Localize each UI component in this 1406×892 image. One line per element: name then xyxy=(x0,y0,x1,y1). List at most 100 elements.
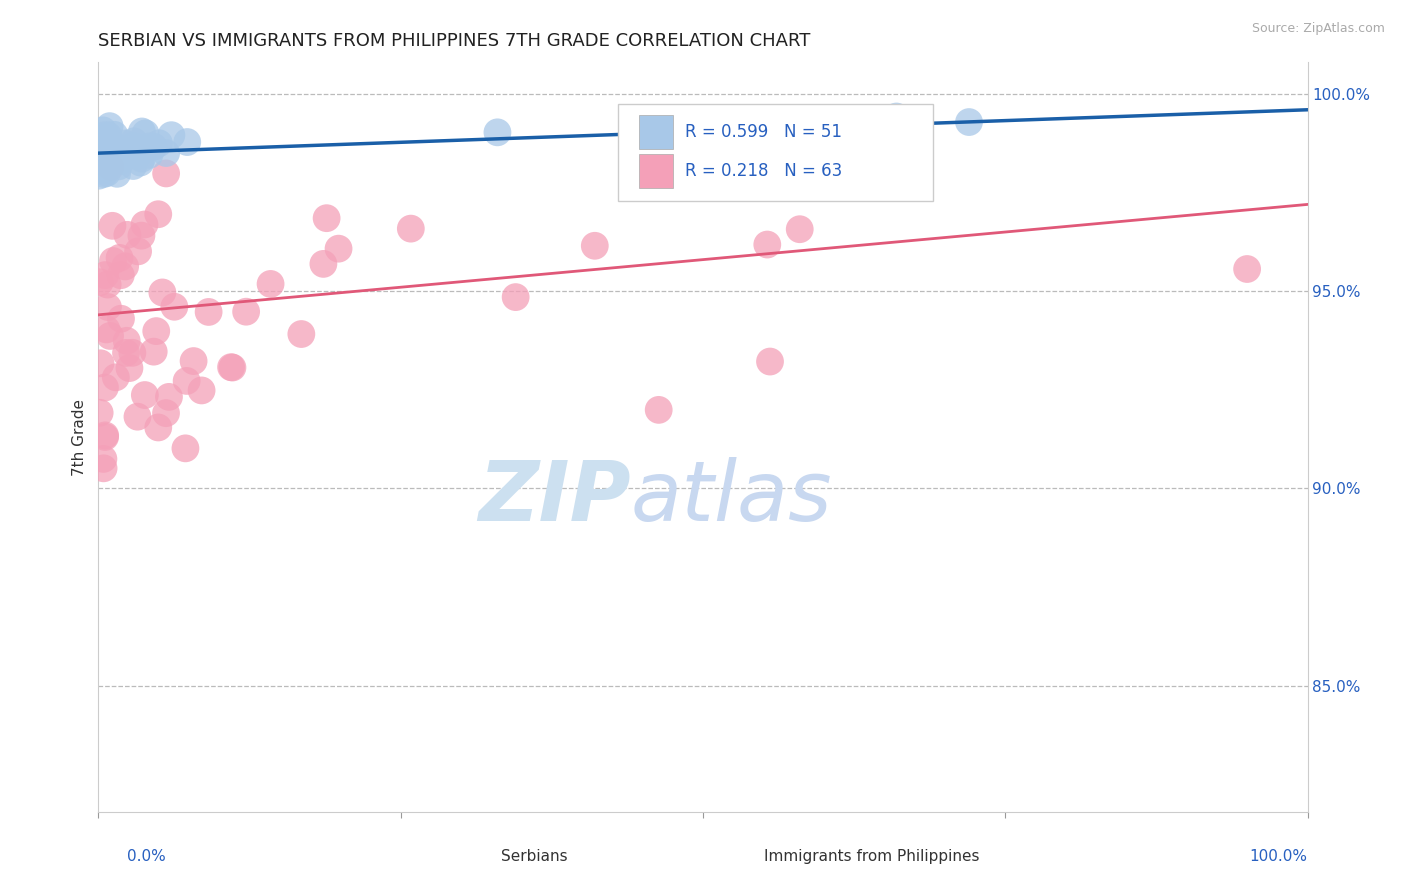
Point xyxy=(93,163,115,178)
Point xyxy=(219,360,242,375)
Point xyxy=(89,356,111,370)
Point xyxy=(108,251,131,265)
Point xyxy=(107,160,129,174)
Point xyxy=(127,149,149,163)
Point xyxy=(183,354,205,368)
Point xyxy=(160,128,183,143)
Point xyxy=(104,370,127,384)
Point xyxy=(91,151,114,165)
Point xyxy=(134,127,156,141)
Point xyxy=(93,461,115,475)
Point xyxy=(122,134,145,148)
Point xyxy=(148,136,170,151)
Point xyxy=(117,227,139,242)
Point xyxy=(505,290,527,304)
Point xyxy=(138,139,160,153)
Point xyxy=(176,374,198,388)
Point xyxy=(110,154,132,169)
Point xyxy=(114,136,136,151)
Point xyxy=(583,239,606,253)
Point xyxy=(94,268,117,282)
Text: Immigrants from Philippines: Immigrants from Philippines xyxy=(763,849,980,863)
Point xyxy=(134,388,156,402)
Point xyxy=(97,128,120,143)
Point xyxy=(127,244,149,259)
Point xyxy=(789,222,811,236)
Point xyxy=(94,128,117,142)
Point xyxy=(129,155,152,169)
Point xyxy=(155,146,177,161)
Point xyxy=(176,135,198,149)
Point xyxy=(148,420,170,434)
Point xyxy=(131,124,153,138)
Point xyxy=(90,147,112,161)
Point xyxy=(89,139,111,153)
Point xyxy=(122,159,145,173)
Point xyxy=(957,115,980,129)
Point xyxy=(94,380,117,394)
Y-axis label: 7th Grade: 7th Grade xyxy=(72,399,87,475)
Point xyxy=(647,403,669,417)
Point xyxy=(110,311,132,326)
Point xyxy=(190,384,212,398)
Point xyxy=(97,149,120,163)
Point xyxy=(122,139,145,153)
Text: Source: ZipAtlas.com: Source: ZipAtlas.com xyxy=(1251,22,1385,36)
Point xyxy=(155,406,177,420)
Point xyxy=(100,160,122,174)
Point xyxy=(93,451,115,466)
Point xyxy=(150,285,173,300)
Point xyxy=(94,147,117,161)
Point xyxy=(96,322,118,336)
Text: Serbians: Serbians xyxy=(501,849,568,863)
FancyBboxPatch shape xyxy=(619,103,932,201)
Point xyxy=(115,346,138,360)
Text: R = 0.599   N = 51: R = 0.599 N = 51 xyxy=(685,123,842,141)
Point xyxy=(93,167,115,181)
Point xyxy=(315,211,337,226)
Point xyxy=(716,161,738,175)
Point xyxy=(145,324,167,338)
Text: R = 0.218   N = 63: R = 0.218 N = 63 xyxy=(685,162,842,180)
Point xyxy=(94,428,117,442)
Text: atlas: atlas xyxy=(630,457,832,538)
Point xyxy=(115,334,138,348)
Text: 100.0%: 100.0% xyxy=(1250,849,1308,863)
Point xyxy=(290,326,312,341)
Point xyxy=(89,159,111,173)
Point xyxy=(114,260,136,274)
Point xyxy=(221,360,243,375)
Point xyxy=(138,148,160,162)
Point xyxy=(104,145,127,159)
Point xyxy=(756,237,779,252)
Point xyxy=(131,152,153,166)
Point xyxy=(98,156,121,170)
Point xyxy=(89,153,111,167)
Point xyxy=(111,142,134,156)
Point xyxy=(101,219,124,233)
Point xyxy=(98,329,121,343)
Point xyxy=(174,442,197,456)
Point xyxy=(142,344,165,359)
Point xyxy=(759,354,782,368)
Point xyxy=(103,128,125,142)
Text: SERBIAN VS IMMIGRANTS FROM PHILIPPINES 7TH GRADE CORRELATION CHART: SERBIAN VS IMMIGRANTS FROM PHILIPPINES 7… xyxy=(98,32,811,50)
FancyBboxPatch shape xyxy=(638,153,673,187)
Point xyxy=(134,218,156,232)
Point xyxy=(94,430,117,444)
FancyBboxPatch shape xyxy=(638,115,673,149)
Point xyxy=(101,254,124,268)
Point xyxy=(235,304,257,318)
Point xyxy=(399,221,422,235)
Point xyxy=(90,145,112,159)
Point xyxy=(96,166,118,180)
Point xyxy=(100,146,122,161)
Point xyxy=(89,406,111,420)
Point xyxy=(486,125,509,139)
Point xyxy=(91,123,114,137)
Point xyxy=(328,242,350,256)
Point xyxy=(716,154,738,169)
Point xyxy=(105,167,128,181)
Point xyxy=(97,143,120,157)
Point xyxy=(886,110,908,124)
